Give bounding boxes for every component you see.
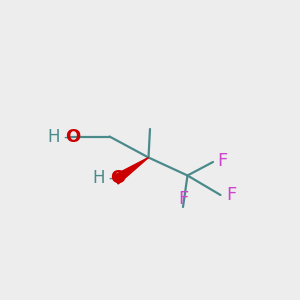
Text: H: H — [92, 169, 105, 187]
Text: H: H — [47, 128, 60, 146]
Text: O: O — [110, 169, 125, 187]
Polygon shape — [113, 158, 148, 184]
Text: F: F — [218, 152, 228, 170]
Text: F: F — [178, 190, 188, 208]
Text: F: F — [226, 186, 236, 204]
Text: -: - — [64, 128, 70, 146]
Text: O: O — [65, 128, 80, 146]
Text: -: - — [109, 169, 115, 187]
